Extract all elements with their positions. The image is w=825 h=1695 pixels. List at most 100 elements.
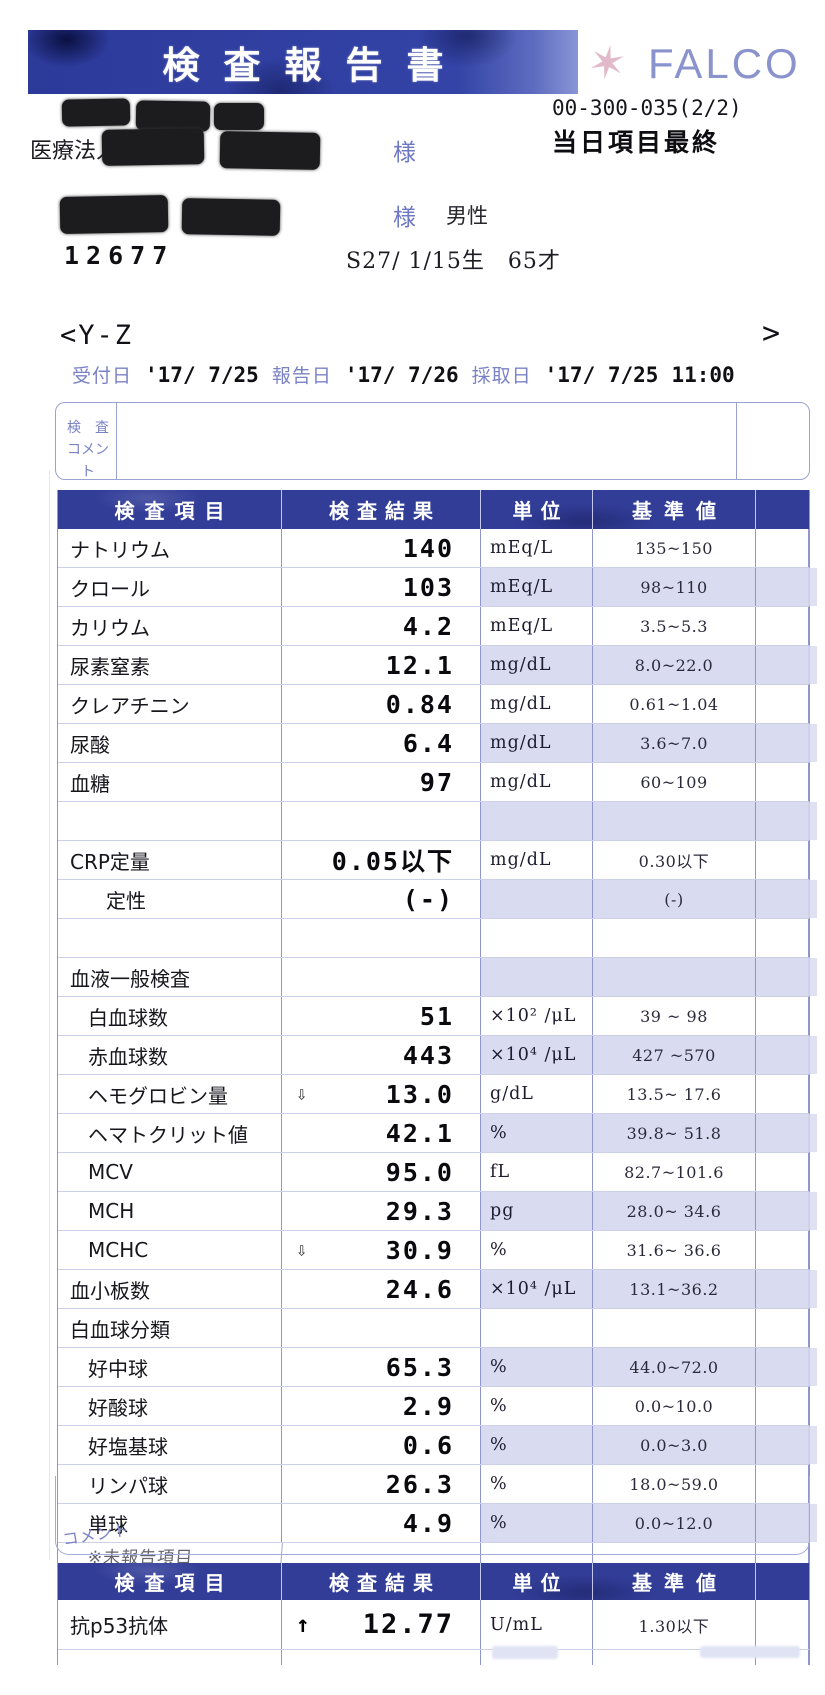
row-unit: g/dL: [481, 1075, 593, 1113]
row-item-label: [58, 802, 282, 840]
row-extra-cell: [756, 724, 817, 762]
table-row: MCV 95.0 fL 82.7~101.6: [58, 1153, 809, 1192]
row-reference-range: (-): [593, 880, 756, 918]
row-item-label: ヘマトクリット値: [58, 1114, 282, 1152]
table-row: [58, 1650, 809, 1665]
row-unit: [481, 880, 593, 918]
header-reference: 基準値: [593, 490, 756, 529]
table-row: [58, 802, 817, 841]
reception-date-label: 受付日: [72, 365, 133, 387]
row-extra-cell: [756, 841, 809, 879]
row-unit: mEq/L: [481, 607, 593, 645]
row-item-label: 白血球分類: [58, 1309, 282, 1347]
falco-logo: FALCO: [648, 40, 801, 87]
report-date-value: '17/ 7/26: [344, 363, 459, 387]
scan-artifact-smudge: [700, 1646, 800, 1658]
row-result-value: 0.84: [282, 685, 481, 723]
row-item-label: カリウム: [58, 607, 282, 645]
row-reference-range: 18.0~59.0: [593, 1465, 756, 1503]
row-item-label: 血糖: [58, 763, 282, 801]
table-row: 尿酸 6.4 mg/dL 3.6~7.0: [58, 724, 817, 763]
row-extra-cell: [756, 1426, 817, 1464]
redaction-bar: [181, 198, 281, 236]
table-row: 抗p53抗体 12.77 ↑ U/mL 1.30以下: [58, 1600, 809, 1650]
row-item-label: 尿酸: [58, 724, 282, 762]
table-row: カリウム 4.2 mEq/L 3.5~5.3: [58, 607, 809, 646]
row-reference-range: 0.0~3.0: [593, 1426, 756, 1464]
row-extra-cell: [756, 607, 809, 645]
table-row: ※未報告項目: [58, 1543, 809, 1567]
row-extra-cell: [756, 646, 817, 684]
row-extra-cell: [756, 1153, 809, 1191]
row-extra-cell: [756, 1114, 817, 1152]
table-row: ナトリウム 140 mEq/L 135~150: [58, 529, 809, 568]
row-item-label: MCHC: [58, 1231, 282, 1269]
report-title-banner: 検査報告書: [28, 30, 578, 94]
header-unit: 単位: [481, 1563, 593, 1600]
row-result-value: [282, 1309, 481, 1347]
table-row: MCHC 30.9 ⇩% 31.6~ 36.6: [58, 1231, 809, 1270]
comment-box-divider: [116, 403, 117, 479]
section-range-close: >: [762, 316, 781, 351]
table-row: 血小板数 24.6 ×10⁴ /μL 13.1~36.2: [58, 1270, 817, 1309]
row-unit: pg: [481, 1192, 593, 1230]
row-unit: [481, 1650, 593, 1665]
row-reference-range: 3.6~7.0: [593, 724, 756, 762]
low-flag-icon: ⇩: [296, 1083, 308, 1105]
redaction-bar: [135, 100, 211, 132]
row-extra-cell: [756, 1650, 809, 1665]
row-result-value: [282, 802, 481, 840]
table-row: 好中球 65.3% 44.0~72.0: [58, 1348, 817, 1387]
row-result-value: 140: [282, 529, 481, 567]
reception-date-value: '17/ 7/25: [145, 363, 259, 387]
row-reference-range: 0.0~10.0: [593, 1387, 756, 1425]
row-item-label: CRP定量: [58, 841, 282, 879]
redaction-bar: [59, 195, 169, 234]
row-unit: U/mL: [481, 1600, 593, 1649]
row-item-label: クレアチニン: [58, 685, 282, 723]
header-reference: 基準値: [593, 1563, 756, 1600]
row-item-label: MCH: [58, 1192, 282, 1230]
row-result-value: 0.6: [282, 1426, 481, 1464]
row-unit: [481, 802, 593, 840]
row-result-value: [282, 919, 481, 957]
row-reference-range: 82.7~101.6: [593, 1153, 756, 1191]
row-result-value: 13.0 ⇩: [282, 1075, 481, 1113]
row-unit: ×10² /μL: [481, 997, 593, 1035]
table-row: クレアチニン 0.84 mg/dL 0.61~1.04: [58, 685, 809, 724]
table-row: クロール 103 mEq/L 98~110: [58, 568, 817, 607]
honorific-org: 様: [393, 140, 416, 166]
row-reference-range: 1.30以下: [593, 1600, 756, 1649]
row-extra-cell: [756, 1075, 809, 1113]
row-extra-cell: [756, 1465, 809, 1503]
special-table-header: 検査項目 検査結果 単位 基準値: [58, 1563, 809, 1600]
low-flag-icon: ⇩: [296, 1239, 308, 1261]
row-extra-cell: [756, 802, 817, 840]
row-item-label: 血小板数: [58, 1270, 282, 1308]
row-unit: fL: [481, 1153, 593, 1191]
redaction-bar: [214, 103, 264, 130]
row-result-value: 65.3: [282, 1348, 481, 1386]
row-unit: ×10⁴ /μL: [481, 1270, 593, 1308]
row-extra-cell: [756, 529, 809, 567]
row-item-label: MCV: [58, 1153, 282, 1191]
row-unit: mg/dL: [481, 841, 593, 879]
honorific-patient: 様: [393, 205, 416, 231]
row-unit: %: [481, 1504, 593, 1542]
scan-artifact-smudge: [492, 1646, 558, 1659]
row-extra-cell: [756, 1270, 817, 1308]
table-row: 赤血球数 443 ×10⁴ /μL 427 ~570: [58, 1036, 817, 1075]
row-result-value: (-): [282, 880, 481, 918]
row-reference-range: 44.0~72.0: [593, 1348, 756, 1386]
row-extra-cell: [756, 919, 809, 957]
patient-number: 12677: [64, 241, 175, 270]
row-unit: %: [481, 1114, 593, 1152]
row-reference-range: 39.8~ 51.8: [593, 1114, 756, 1152]
row-item-label: 好酸球: [58, 1387, 282, 1425]
row-result-value: 26.3: [282, 1465, 481, 1503]
row-item-label: 好中球: [58, 1348, 282, 1386]
row-item-label: 尿素窒素: [58, 646, 282, 684]
row-item-label: クロール: [58, 568, 282, 606]
row-reference-range: 3.5~5.3: [593, 607, 756, 645]
row-extra-cell: [756, 958, 817, 996]
